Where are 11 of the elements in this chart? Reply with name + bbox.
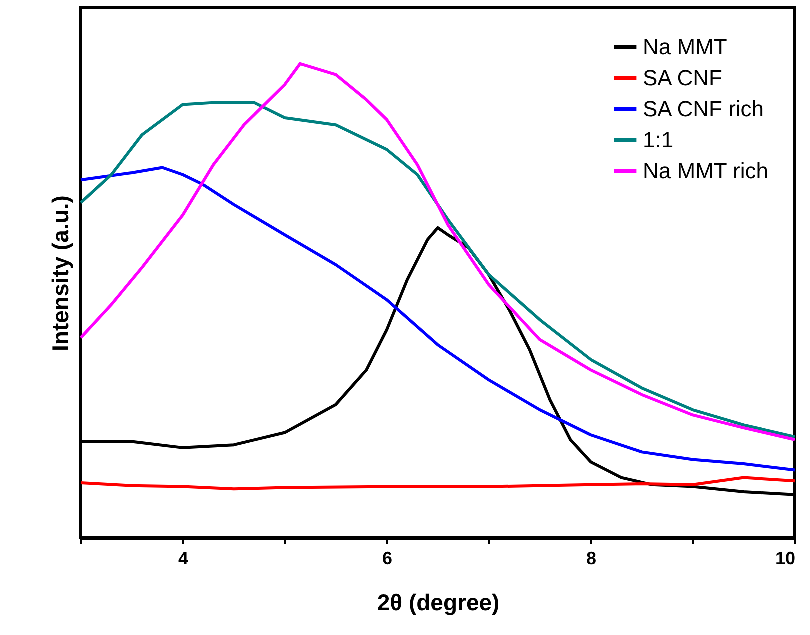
- y-axis-title: Intensity (a.u.): [48, 196, 74, 352]
- x-tick-label: 10: [775, 548, 796, 568]
- x-tick-label: 8: [586, 548, 597, 568]
- legend-label: 1:1: [643, 128, 674, 152]
- legend-label: Na MMT rich: [643, 158, 768, 184]
- x-tick-label: 4: [178, 548, 189, 568]
- legend-label: SA CNF: [643, 66, 722, 90]
- x-tick-label: 6: [382, 548, 393, 568]
- legend-label: SA CNF rich: [643, 96, 764, 122]
- legend-label: Na MMT: [643, 34, 728, 60]
- x-axis-title: 2θ (degree): [377, 590, 500, 616]
